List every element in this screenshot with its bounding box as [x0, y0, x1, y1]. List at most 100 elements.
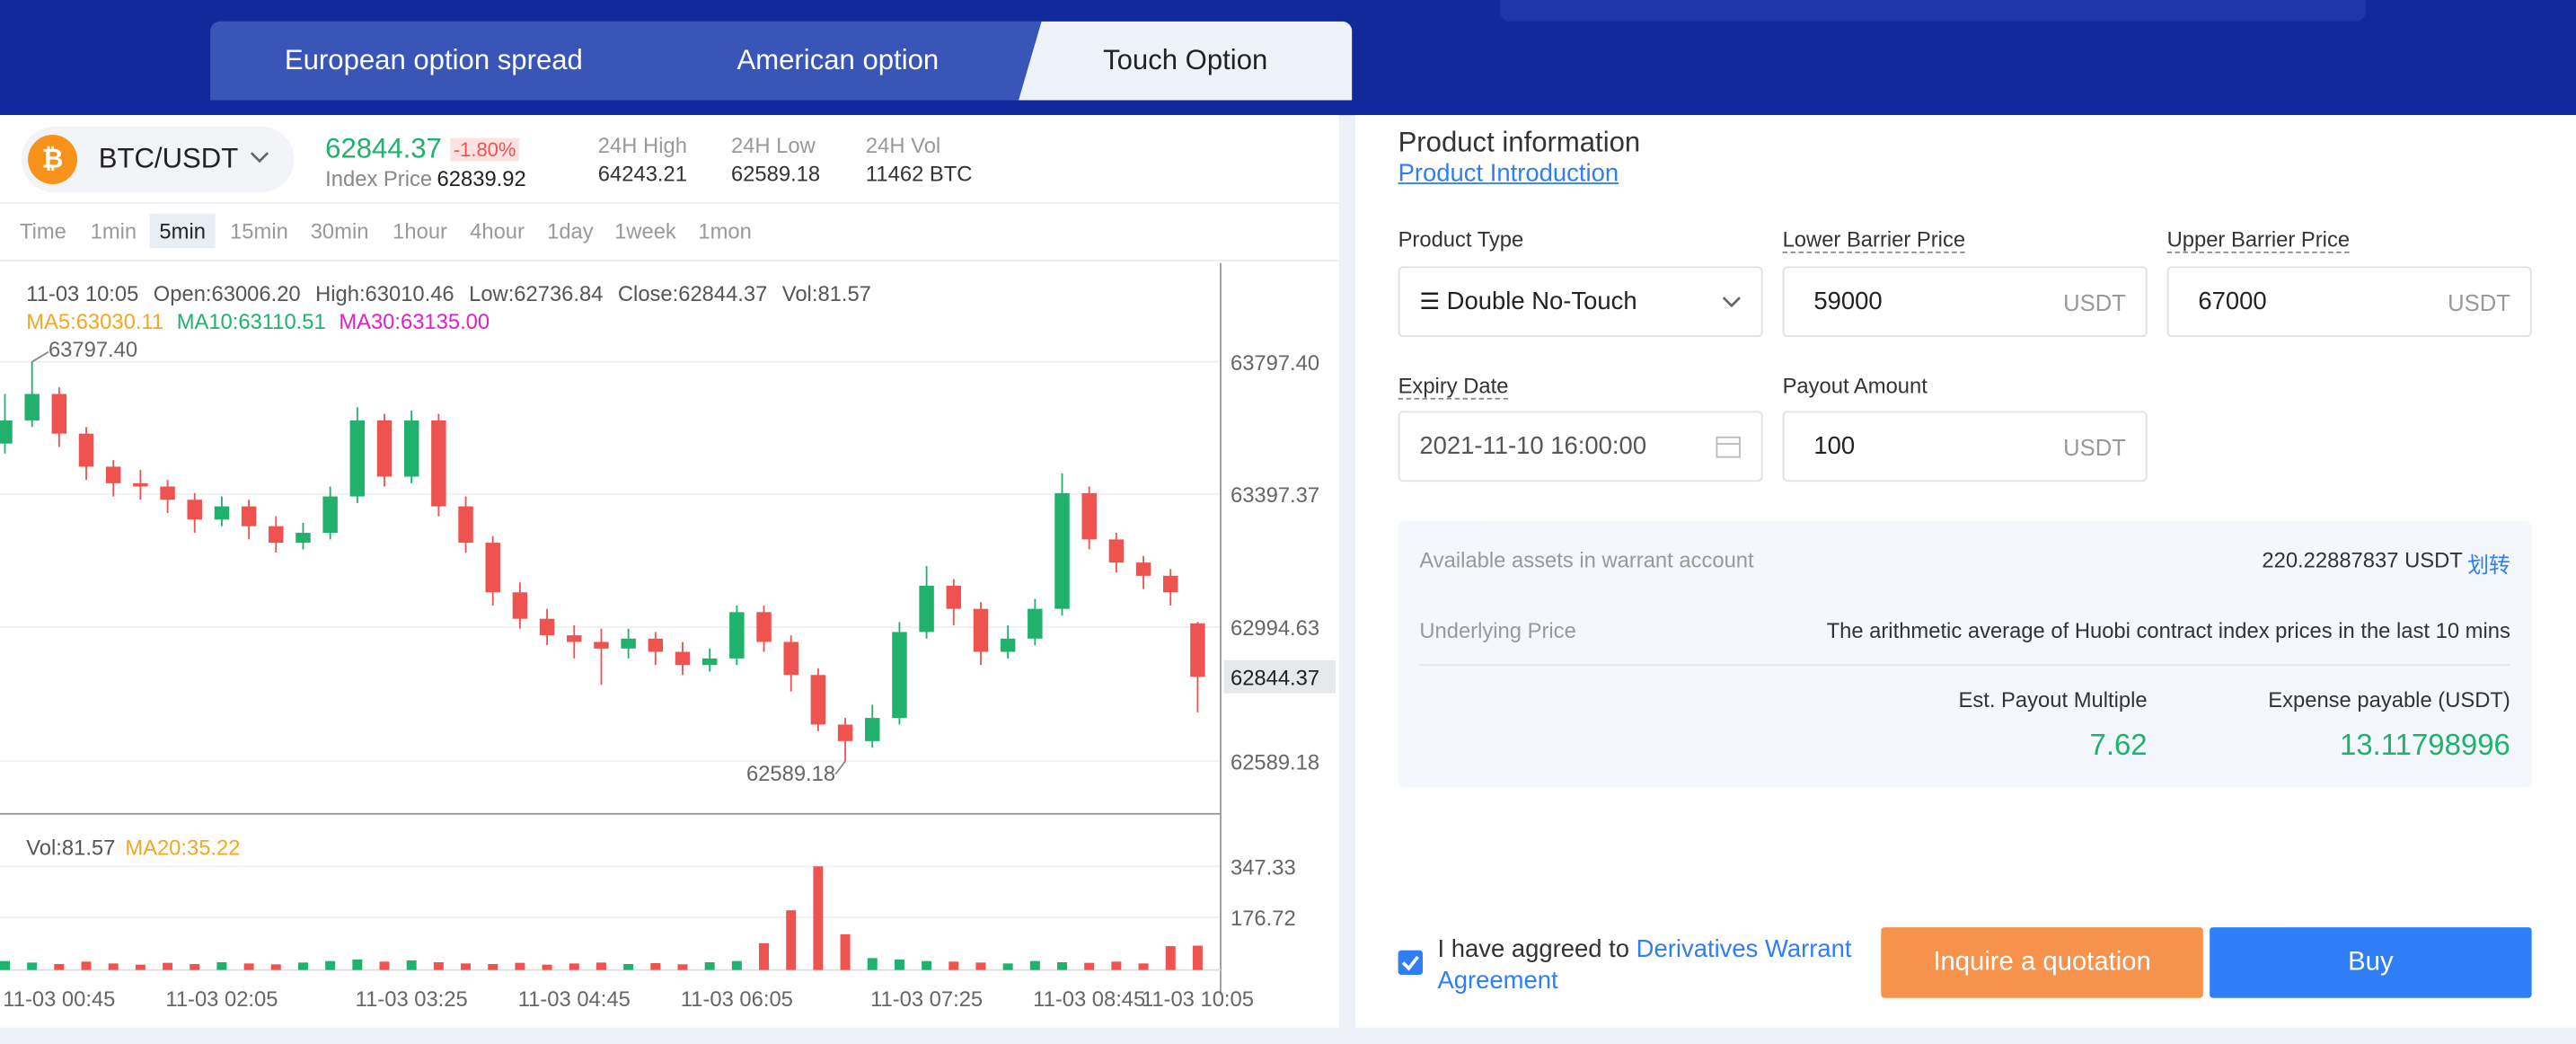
volume-bar	[623, 964, 634, 970]
top-bar-shade	[1499, 0, 2366, 22]
calendar-icon	[1716, 436, 1741, 458]
candle-body	[1190, 623, 1205, 677]
expiry-input[interactable]: 2021-11-10 16:00:00	[1398, 411, 1763, 482]
interval[interactable]: 1day	[547, 218, 594, 243]
volume-bar	[975, 962, 986, 970]
product-type-select[interactable]: ☰ Double No-Touch	[1398, 266, 1763, 338]
field-value: 2021-11-10 16:00:00	[1419, 432, 1647, 461]
volume-bar	[433, 962, 444, 970]
vol-legend: MA20:35.22	[125, 836, 240, 861]
high-marker: 63797.40	[49, 338, 137, 362]
product-link[interactable]: Product Introduction	[1398, 159, 1619, 188]
summary-box: Available assets in warrant account 220.…	[1398, 521, 2532, 788]
interval[interactable]: 30min	[310, 218, 369, 243]
volume-bar	[1029, 960, 1040, 970]
candle-body	[1028, 608, 1043, 639]
quote-button[interactable]: Inquire a quotation	[1881, 927, 2203, 998]
candle-body	[539, 618, 555, 636]
candle-body	[1000, 638, 1016, 652]
last-price-label: 62844.37	[1231, 666, 1319, 690]
field-label: Payout Amount	[1782, 373, 1928, 398]
payout-input[interactable]: 100 USDT	[1782, 411, 2148, 482]
candle-body	[0, 420, 13, 444]
tab[interactable]: Touch Option	[1019, 21, 1353, 101]
unit: USDT	[2448, 288, 2510, 315]
agree-checkbox[interactable]	[1398, 950, 1424, 976]
candle-body	[892, 632, 907, 719]
candle-body	[24, 394, 40, 420]
volume-bar	[488, 964, 498, 970]
candle-body	[1135, 562, 1151, 576]
interval[interactable]: 15min	[230, 218, 288, 243]
lower-barrier-input[interactable]: 59000 USDT	[1782, 266, 2148, 338]
interval[interactable]: 1week	[614, 218, 676, 243]
tab-bar: European option spread American option Tou…	[210, 21, 1353, 101]
upper-barrier-input[interactable]: 67000 USDT	[2166, 266, 2532, 338]
volume-bar	[894, 960, 904, 970]
candle-body	[729, 612, 745, 659]
y-tick-label: 347.33	[1231, 855, 1296, 880]
volume-bar	[325, 960, 336, 970]
interval[interactable]: 1min	[90, 218, 137, 243]
tab[interactable]: American option	[737, 44, 940, 76]
x-tick-label: 11-03 02:05	[165, 987, 278, 1012]
field-value: 100	[1813, 432, 1856, 461]
volume-bar	[270, 964, 281, 970]
candle-body	[865, 718, 880, 741]
transfer-link[interactable]: 划转	[2467, 552, 2510, 578]
candle-body	[621, 638, 636, 649]
volume-bar	[1111, 961, 1122, 970]
interval[interactable]: Time	[19, 218, 66, 243]
kline-chart: 63797.40 63397.37 62994.63 62589.18 347.33 17…	[0, 262, 1337, 1012]
candle-body	[78, 433, 94, 467]
volume-bar	[190, 964, 200, 970]
candle-body	[187, 500, 202, 520]
tab[interactable]: European option spread	[284, 44, 583, 76]
candle-body	[567, 635, 582, 642]
candle-body	[810, 675, 826, 725]
volume-bar	[1138, 963, 1149, 970]
candle-body	[973, 608, 989, 652]
volume-bar	[650, 963, 661, 970]
candle-body	[349, 420, 366, 497]
volume-bar	[352, 960, 363, 970]
buy-button[interactable]: Buy	[2210, 927, 2532, 998]
candle-body	[431, 420, 446, 507]
volume-bar	[595, 962, 606, 970]
y-tick-label: 62994.63	[1231, 616, 1319, 641]
field-value: 59000	[1813, 288, 1883, 316]
field-value: Double No-Touch	[1446, 288, 1637, 316]
ohlc-info: Close:62844.37	[618, 282, 767, 306]
ohlc-info: Low:62736.84	[469, 282, 603, 306]
volume-bar	[81, 961, 92, 970]
stat-value: 64243.21	[597, 161, 687, 186]
interval[interactable]: 1hour	[393, 218, 447, 243]
candle-body	[594, 641, 609, 649]
interval[interactable]: 5min	[149, 213, 216, 249]
stat-value: 11462 BTC	[865, 161, 973, 186]
stat-label: 24H Low	[730, 133, 816, 158]
last-price-tag	[1223, 660, 1337, 694]
y-tick-label: 62589.18	[1231, 750, 1319, 774]
volume-bar	[542, 964, 552, 970]
interval[interactable]: 1mon	[698, 218, 752, 243]
volume-bar	[569, 963, 579, 970]
divider	[0, 260, 1339, 261]
volume-bar	[840, 933, 851, 970]
candle-body	[51, 394, 67, 434]
agree-link[interactable]: Derivatives Warrant Agreement	[1437, 935, 1852, 995]
interval[interactable]: 4hour	[470, 218, 525, 243]
pair-selector[interactable]: ₿ BTC/USDT	[21, 126, 295, 193]
volume-bar	[27, 962, 38, 970]
volume-bar	[297, 962, 308, 970]
last-price: 62844.37	[325, 133, 442, 164]
candle-body	[269, 526, 284, 544]
volume-bar	[704, 962, 715, 970]
candle-body	[783, 641, 798, 676]
volume-bar	[0, 960, 10, 970]
x-tick-label: 11-03 03:25	[356, 987, 468, 1012]
x-tick-label: 11-03 00:45	[3, 987, 115, 1012]
summary-label: Est. Payout Multiple	[1958, 686, 2148, 712]
candle-body	[1081, 492, 1097, 540]
